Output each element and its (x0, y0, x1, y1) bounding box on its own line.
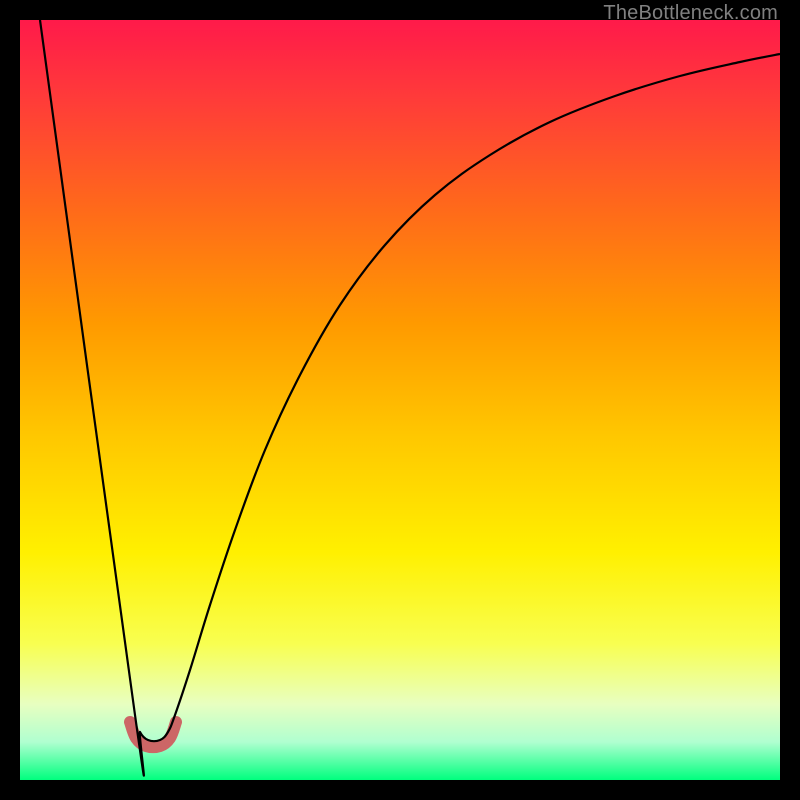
plot-area (20, 20, 780, 780)
watermark-text: TheBottleneck.com (603, 2, 778, 25)
bottleneck-curve (40, 20, 780, 776)
curve-layer (20, 20, 780, 780)
chart-frame: TheBottleneck.com (0, 0, 800, 800)
